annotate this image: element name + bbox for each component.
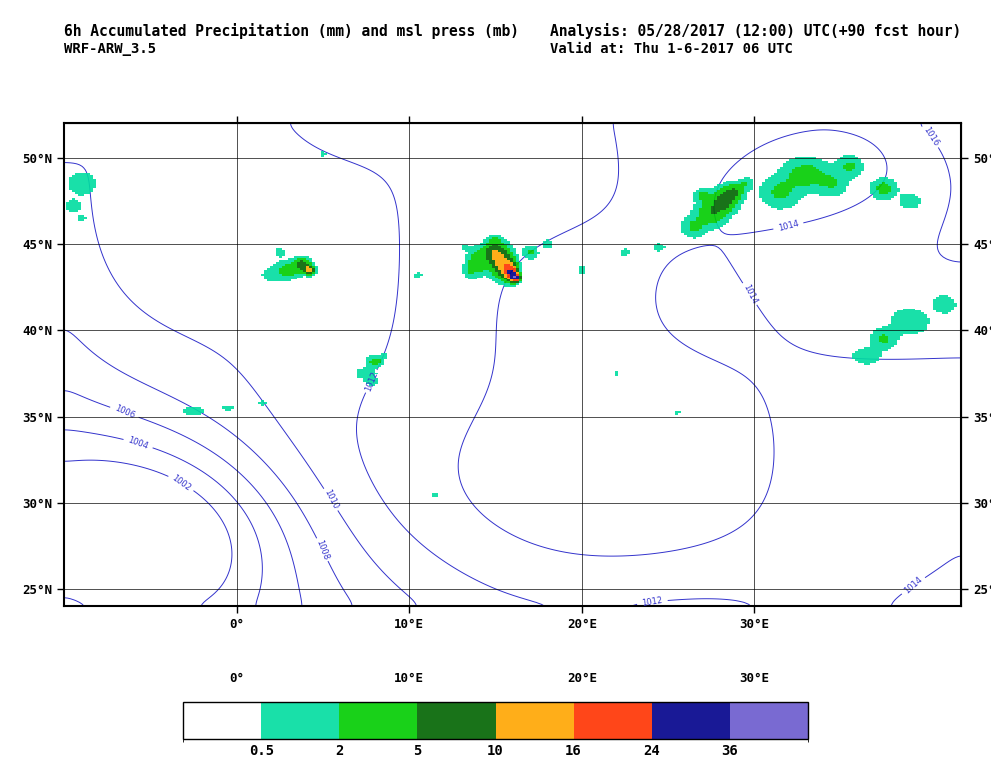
Text: 1012: 1012 bbox=[641, 596, 663, 608]
Text: 1008: 1008 bbox=[314, 538, 330, 561]
Text: 1016: 1016 bbox=[921, 126, 939, 148]
Text: WRF-ARW_3.5: WRF-ARW_3.5 bbox=[64, 42, 157, 56]
Text: Analysis: 05/28/2017 (12:00) UTC(+90 fcst hour): Analysis: 05/28/2017 (12:00) UTC(+90 fcs… bbox=[550, 23, 961, 39]
Text: 1014: 1014 bbox=[777, 219, 800, 233]
Text: 1010: 1010 bbox=[322, 488, 340, 511]
Text: 20°E: 20°E bbox=[567, 672, 597, 685]
Text: 30°E: 30°E bbox=[739, 672, 769, 685]
Text: 1006: 1006 bbox=[113, 404, 136, 421]
Text: 0°: 0° bbox=[229, 672, 245, 685]
Text: 1014: 1014 bbox=[903, 575, 925, 596]
Text: Valid at: Thu 1-6-2017 06 UTC: Valid at: Thu 1-6-2017 06 UTC bbox=[550, 42, 793, 56]
Text: 1002: 1002 bbox=[170, 473, 192, 493]
Text: 10°E: 10°E bbox=[394, 672, 424, 685]
Text: 1004: 1004 bbox=[127, 435, 150, 451]
Text: 1012: 1012 bbox=[364, 370, 380, 392]
Text: 1014: 1014 bbox=[741, 283, 758, 306]
Text: 6h Accumulated Precipitation (mm) and msl press (mb): 6h Accumulated Precipitation (mm) and ms… bbox=[64, 23, 519, 39]
